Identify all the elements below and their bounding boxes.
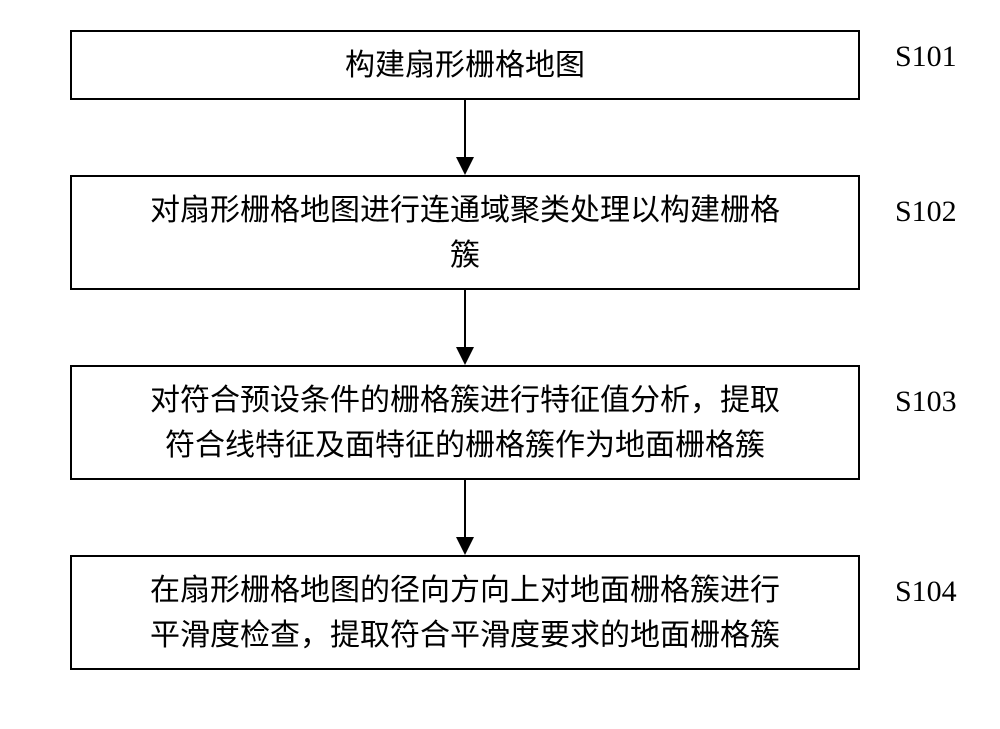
step-label-s101: S101 [895, 40, 957, 74]
step-text-s102: 对扇形栅格地图进行连通域聚类处理以构建栅格 簇 [150, 188, 780, 278]
step-box-s103: 对符合预设条件的栅格簇进行特征值分析，提取 符合线特征及面特征的栅格簇作为地面栅… [70, 365, 860, 480]
step-box-s104: 在扇形栅格地图的径向方向上对地面栅格簇进行 平滑度检查，提取符合平滑度要求的地面… [70, 555, 860, 670]
step-label-s103: S103 [895, 385, 957, 419]
step-label-s102: S102 [895, 195, 957, 229]
step-label-s104: S104 [895, 575, 957, 609]
step-text-s104: 在扇形栅格地图的径向方向上对地面栅格簇进行 平滑度检查，提取符合平滑度要求的地面… [150, 568, 780, 658]
step-text-s101: 构建扇形栅格地图 [345, 43, 585, 88]
step-text-s103: 对符合预设条件的栅格簇进行特征值分析，提取 符合线特征及面特征的栅格簇作为地面栅… [150, 378, 780, 468]
step-box-s102: 对扇形栅格地图进行连通域聚类处理以构建栅格 簇 [70, 175, 860, 290]
step-box-s101: 构建扇形栅格地图 [70, 30, 860, 100]
flowchart-canvas: 构建扇形栅格地图 S101 对扇形栅格地图进行连通域聚类处理以构建栅格 簇 S1… [0, 0, 1000, 729]
